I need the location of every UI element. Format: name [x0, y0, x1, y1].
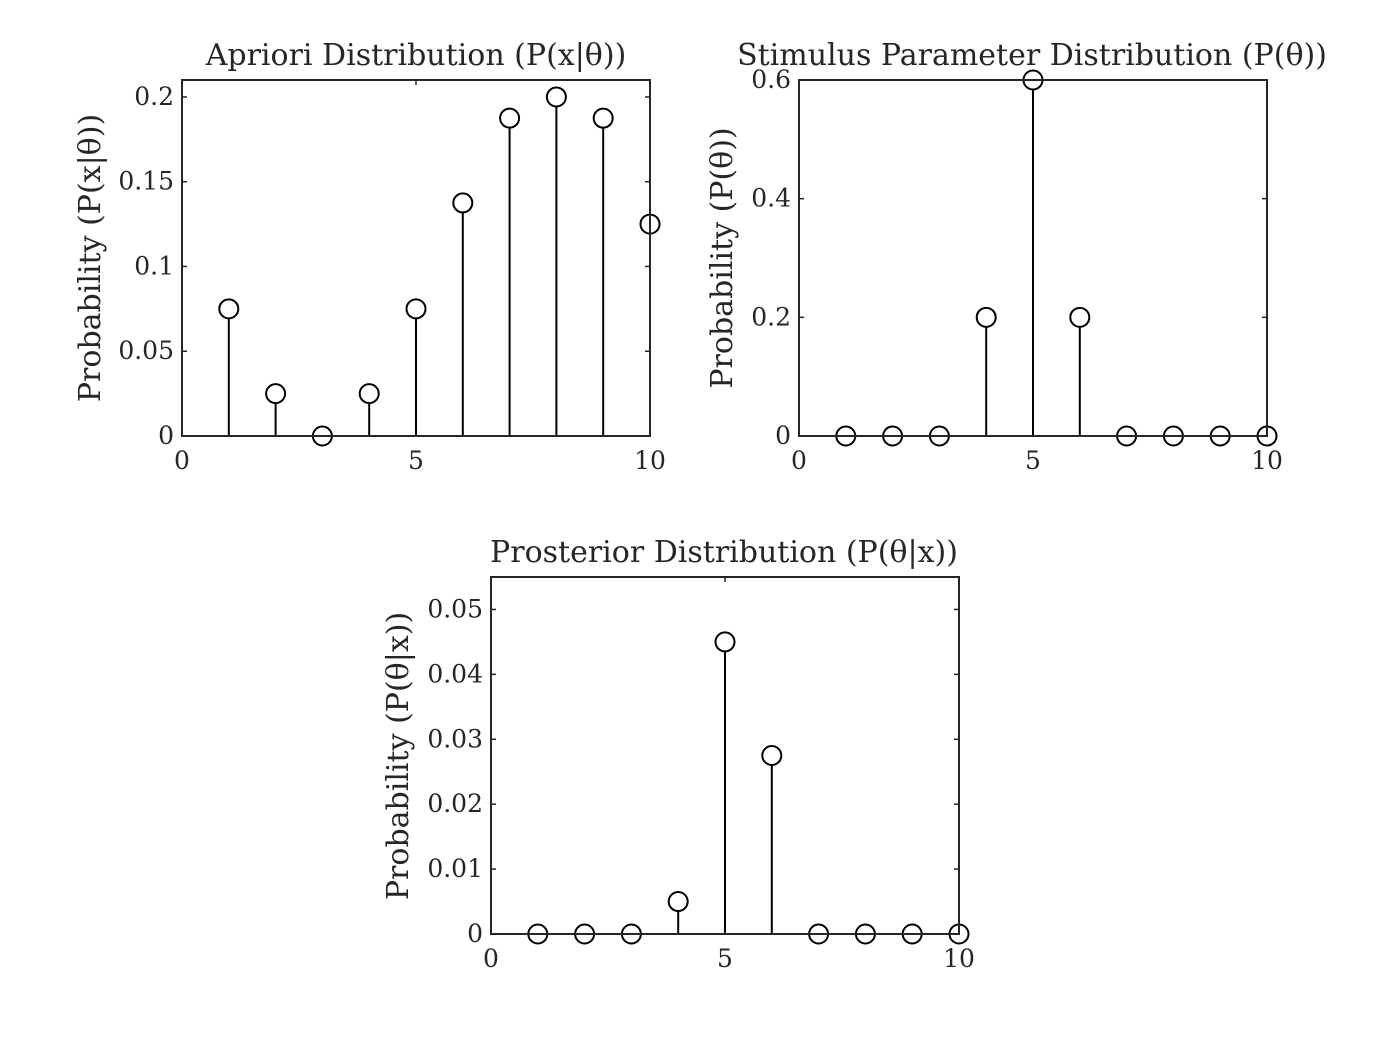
posterior-data-point [667, 891, 689, 913]
apriori-ylabel: Probability (P(x|θ)) [73, 114, 108, 402]
stimulus-xtick-label: 0 [791, 446, 807, 475]
posterior-ytick-label: 0.02 [427, 789, 483, 818]
posterior-ytick-label: 0.01 [427, 854, 483, 883]
stimulus-xtick-label: 5 [1025, 446, 1041, 475]
posterior-xtick-label: 10 [943, 944, 975, 973]
apriori-data-point [218, 298, 240, 320]
posterior-tick-labels: 0 5 10 0 0.01 0.02 0.03 0.04 0.05 [427, 594, 975, 973]
stimulus-ytick-label: 0.6 [751, 65, 791, 94]
posterior-ytick-label: 0.05 [427, 594, 483, 623]
posterior-stems [677, 641, 773, 934]
stimulus-title: Stimulus Parameter Distribution (P(θ)) [737, 38, 1327, 73]
stimulus-ytick-label: 0 [775, 421, 791, 450]
stimulus-axes-box [798, 79, 1268, 437]
apriori-xtick-label: 10 [634, 446, 666, 475]
posterior-xtick-label: 0 [483, 944, 499, 973]
apriori-ytick-label: 0.15 [118, 167, 174, 196]
posterior-ytick-label: 0 [467, 919, 483, 948]
posterior-ytick-label: 0.03 [427, 724, 483, 753]
apriori-data-point [358, 383, 380, 405]
stimulus-tick-labels: 0 5 10 0 0.2 0.4 0.6 [751, 65, 1283, 475]
apriori-data-point [499, 107, 521, 129]
posterior-subplot: Prosterior Distribution (P(θ|x)) Probabi… [381, 535, 975, 973]
posterior-title: Prosterior Distribution (P(θ|x)) [490, 535, 958, 570]
apriori-data-point [545, 86, 567, 108]
stimulus-data-point [975, 306, 997, 328]
apriori-xtick-label: 5 [408, 446, 424, 475]
apriori-markers [218, 86, 661, 447]
stimulus-xtick-label: 10 [1251, 446, 1283, 475]
apriori-subplot: Apriori Distribution (P(x|θ)) Probabilit… [73, 38, 666, 475]
apriori-title: Apriori Distribution (P(x|θ)) [205, 38, 627, 73]
posterior-ylabel: Probability (P(θ|x)) [381, 612, 416, 900]
stimulus-data-point [1069, 306, 1091, 328]
posterior-markers [527, 631, 970, 945]
stimulus-ytick-label: 0.2 [751, 302, 791, 331]
stimulus-stems [985, 80, 1081, 436]
posterior-ytick-label: 0.04 [427, 659, 483, 688]
apriori-data-point [592, 107, 614, 129]
apriori-data-point [452, 192, 474, 214]
apriori-axes-box [181, 79, 651, 437]
apriori-data-point [265, 383, 287, 405]
stimulus-ylabel: Probability (P(θ)) [705, 127, 740, 388]
stimulus-subplot: Stimulus Parameter Distribution (P(θ)) P… [705, 38, 1327, 475]
posterior-xtick-label: 5 [717, 944, 733, 973]
apriori-data-point [405, 298, 427, 320]
apriori-tick-labels: 0 5 10 0 0.05 0.1 0.15 0.2 [118, 82, 666, 475]
stimulus-ytick-label: 0.4 [751, 184, 791, 213]
posterior-data-point [761, 745, 783, 766]
posterior-axes-box [490, 576, 960, 935]
stimulus-markers [835, 69, 1278, 447]
apriori-xtick-label: 0 [174, 446, 190, 475]
apriori-stems [227, 96, 651, 436]
apriori-ytick-label: 0.1 [134, 251, 174, 280]
apriori-ytick-label: 0.05 [118, 336, 174, 365]
apriori-ytick-label: 0.2 [134, 82, 174, 111]
posterior-data-point [714, 631, 736, 653]
apriori-ytick-label: 0 [158, 421, 174, 450]
